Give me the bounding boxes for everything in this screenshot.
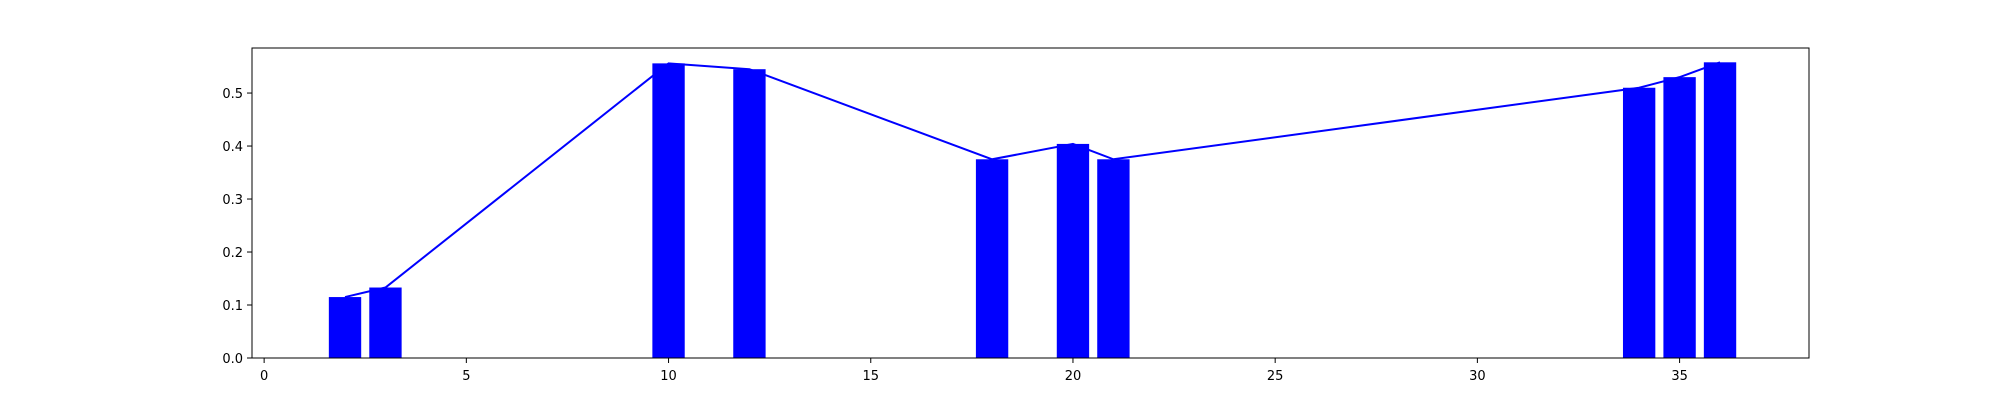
- bar-x10: [652, 63, 685, 358]
- bars-group: [328, 62, 1737, 359]
- y-axis: 0.0 0.1 0.2 0.3 0.4 0.5: [222, 87, 252, 367]
- y-tick-label: 0.1: [222, 299, 243, 314]
- y-tick-label: 0.4: [222, 140, 243, 155]
- bar-x21: [1097, 159, 1130, 358]
- bar-x2: [328, 297, 362, 358]
- x-tick-label: 35: [1671, 369, 1688, 384]
- x-tick-label: 0: [260, 369, 268, 384]
- x-tick-label: 25: [1267, 369, 1284, 384]
- bar-x3: [369, 287, 402, 358]
- x-tick-label: 10: [660, 369, 677, 384]
- x-tick-label: 20: [1065, 369, 1082, 384]
- x-axis: 0 5 10 15 20 25 30 35: [260, 358, 1688, 384]
- bar-x18: [975, 159, 1009, 358]
- y-tick-label: 0.5: [222, 87, 243, 102]
- x-tick-label: 5: [462, 369, 470, 384]
- y-tick-label: 0.0: [222, 352, 243, 367]
- y-tick-label: 0.2: [222, 246, 243, 261]
- bar-x36: [1703, 62, 1737, 359]
- x-tick-label: 30: [1469, 369, 1486, 384]
- bar-x20: [1056, 143, 1090, 358]
- bar-x34: [1622, 87, 1656, 358]
- plot-frame: [251, 47, 1810, 359]
- bar-x35: [1663, 77, 1696, 359]
- line-series-group: [344, 61, 1721, 299]
- x-tick-label: 15: [862, 369, 879, 384]
- y-tick-label: 0.3: [222, 193, 243, 208]
- bar-x12: [733, 69, 766, 358]
- series-line: [344, 61, 1721, 299]
